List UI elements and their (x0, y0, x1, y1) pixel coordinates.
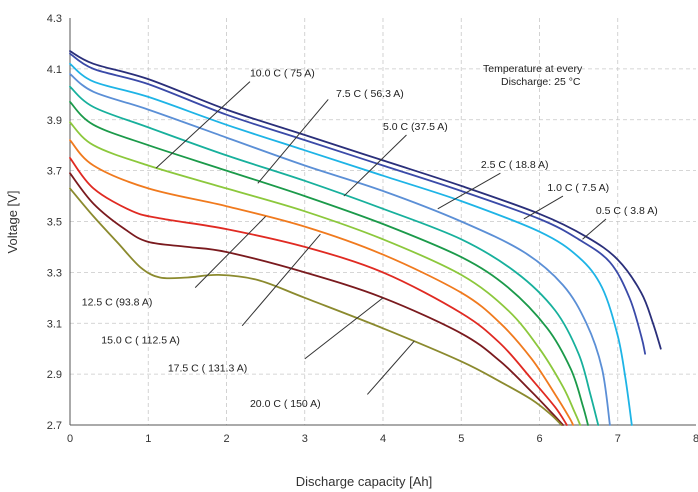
annotation-label: 12.5 C (93.8 A) (82, 296, 153, 308)
x-tick-label: 5 (458, 433, 464, 445)
annotation-label: 17.5 C ( 131.3 A) (168, 363, 247, 375)
series-line-10 (69, 187, 563, 426)
y-tick-label: 2.9 (47, 369, 62, 381)
annotation-label: 0.5 C ( 3.8 A) (596, 205, 658, 217)
y-axis-title: Voltage [V] (5, 191, 20, 254)
annotation-label: 5.0 C (37.5 A) (383, 121, 448, 133)
temperature-note-line-2: Discharge: 25 °C (501, 76, 581, 88)
series-line-2 (69, 62, 633, 426)
y-tick-label: 4.3 (47, 13, 62, 25)
grid-layer (70, 18, 696, 425)
series-line-5 (69, 101, 589, 426)
annotation-label: 1.0 C ( 7.5 A) (547, 182, 609, 194)
y-tick-label: 2.7 (47, 420, 62, 432)
x-tick-label: 4 (380, 433, 386, 445)
series-line-1 (69, 52, 646, 355)
annotation-label: 20.0 C ( 150 A) (250, 398, 321, 410)
annotation-leader (194, 216, 266, 288)
x-tick-label: 1 (145, 433, 151, 445)
series-line-3 (69, 73, 611, 426)
annotation-leader (343, 134, 407, 197)
annotation-leader (437, 172, 501, 210)
x-tick-label: 0 (67, 433, 73, 445)
y-tick-label: 3.9 (47, 115, 62, 127)
series-line-7 (69, 139, 574, 426)
annotation-label: 10.0 C ( 75 A) (250, 68, 315, 80)
annotation-leader (241, 233, 321, 327)
series-line-6 (69, 121, 582, 426)
y-tick-label: 3.1 (47, 318, 62, 330)
x-axis-title: Discharge capacity [Ah] (296, 474, 433, 489)
series-layer (69, 50, 662, 426)
x-tick-label: 3 (302, 433, 308, 445)
y-tick-label: 3.3 (47, 267, 62, 279)
x-tick-label: 2 (223, 433, 229, 445)
annotation-leader (155, 81, 251, 169)
annotation-label: 15.0 C ( 112.5 A) (101, 335, 180, 347)
y-tick-label: 3.7 (47, 166, 62, 178)
x-tick-label: 7 (615, 433, 621, 445)
annotation-label: 2.5 C ( 18.8 A) (481, 159, 549, 171)
annotation-layer: 10.0 C ( 75 A) 7.5 C ( 56.3 A) 5.0 C (37.5… (82, 68, 658, 411)
y-tick-label: 4.1 (47, 64, 62, 76)
series-line-4 (69, 85, 600, 426)
y-tick-label: 3.5 (47, 217, 62, 229)
annotation-leader (523, 195, 564, 220)
annotation-leader (366, 340, 415, 395)
annotation-leader (582, 218, 607, 240)
series-line-0 (69, 50, 662, 350)
x-tick-label: 8 (693, 433, 698, 445)
annotation-label: 7.5 C ( 56.3 A) (336, 88, 404, 100)
annotation-leader (304, 297, 384, 360)
x-tick-label: 6 (536, 433, 542, 445)
series-line-9 (69, 172, 564, 426)
temperature-note-line-1: Temperature at every (483, 63, 583, 75)
series-line-8 (69, 157, 568, 426)
axes-layer: 0 1 2 3 4 5 6 7 8 2.7 2.9 3.1 3.3 3.5 3.7 3.9 4.1 4.3 (47, 13, 698, 445)
annotation-leader (257, 99, 329, 184)
